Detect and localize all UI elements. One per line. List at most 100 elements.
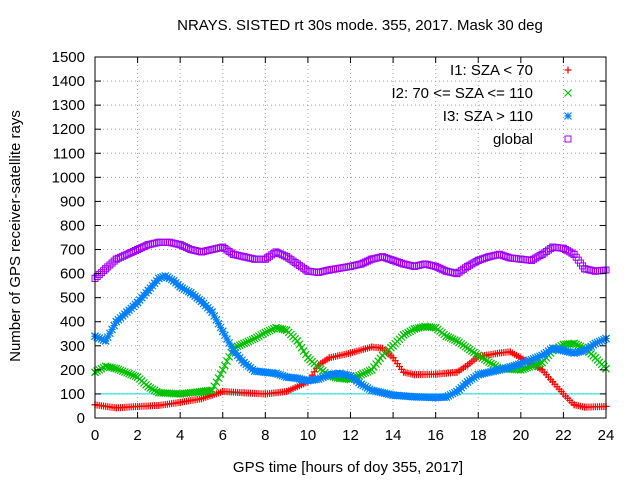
data-point bbox=[442, 393, 451, 401]
data-point-interp bbox=[365, 385, 374, 394]
data-point-interp bbox=[120, 368, 129, 376]
data-point-interp bbox=[572, 340, 581, 349]
data-point bbox=[218, 365, 227, 374]
data-point bbox=[208, 246, 216, 254]
legend-label: I1: SZA < 70 bbox=[450, 62, 533, 79]
data-point bbox=[410, 371, 418, 379]
data-point-interp bbox=[95, 334, 104, 343]
data-point bbox=[134, 246, 142, 254]
data-point-interp bbox=[448, 335, 457, 343]
data-point bbox=[112, 317, 121, 326]
x-tick-label: 22 bbox=[555, 427, 572, 444]
data-point bbox=[389, 354, 397, 362]
legend-label: global bbox=[493, 131, 533, 148]
y-axis-ticks: 0 100 200 300 400 500 600 700 800 900 1000 1100 1200… bbox=[52, 49, 606, 427]
legend-marker-symbol bbox=[564, 89, 572, 97]
data-point bbox=[314, 363, 323, 372]
data-point bbox=[527, 256, 535, 264]
data-point-interp bbox=[257, 255, 265, 263]
y-tick-label: 1400 bbox=[52, 73, 85, 90]
y-tick-label: 800 bbox=[60, 217, 85, 234]
data-point-interp bbox=[466, 261, 474, 269]
data-point bbox=[283, 253, 291, 261]
data-point bbox=[134, 402, 142, 410]
data-point-interp bbox=[519, 359, 527, 367]
legend-marker bbox=[564, 135, 572, 143]
data-point-interp bbox=[99, 336, 108, 344]
data-point bbox=[368, 255, 376, 263]
data-point bbox=[570, 339, 578, 348]
data-point-interp bbox=[406, 327, 415, 336]
legend-marker bbox=[564, 89, 572, 97]
data-point-interp bbox=[359, 381, 368, 390]
data-point bbox=[432, 262, 440, 270]
data-point bbox=[218, 327, 227, 336]
data-point bbox=[400, 368, 408, 376]
data-point bbox=[453, 337, 461, 345]
data-point-interp bbox=[114, 365, 123, 374]
data-point bbox=[133, 373, 142, 382]
data-point bbox=[169, 276, 178, 285]
data-point bbox=[272, 369, 280, 378]
data-point bbox=[161, 272, 170, 280]
data-point bbox=[101, 362, 110, 371]
data-point-interp bbox=[167, 275, 176, 284]
data-point-interp bbox=[533, 360, 542, 369]
data-point bbox=[325, 266, 333, 274]
data-point bbox=[250, 367, 259, 375]
data-point-interp bbox=[223, 357, 231, 366]
legend-label: I2: 70 <= SZA <= 110 bbox=[392, 85, 534, 102]
data-point bbox=[432, 370, 440, 378]
data-point-interp bbox=[97, 364, 106, 373]
data-point-interp bbox=[446, 334, 455, 343]
data-point-interp bbox=[127, 370, 136, 379]
data-point bbox=[261, 255, 269, 263]
data-point-interp bbox=[110, 364, 119, 373]
data-point bbox=[496, 250, 504, 258]
data-point-interp bbox=[182, 286, 191, 295]
data-point bbox=[102, 265, 110, 273]
x-tick-label: 2 bbox=[133, 427, 141, 444]
data-point-interp bbox=[323, 371, 332, 380]
data-point-interp bbox=[244, 337, 253, 346]
y-tick-label: 700 bbox=[60, 242, 85, 259]
data-point-interp bbox=[102, 265, 110, 273]
series-star bbox=[91, 272, 610, 402]
data-point-interp bbox=[527, 355, 536, 364]
data-point bbox=[197, 297, 206, 306]
data-point-interp bbox=[502, 364, 510, 372]
data-point-interp bbox=[165, 274, 174, 283]
data-point bbox=[219, 243, 227, 251]
data-point-interp bbox=[118, 367, 127, 376]
y-tick-label: 1300 bbox=[52, 97, 85, 114]
data-point bbox=[538, 250, 546, 258]
y-tick-label: 0 bbox=[77, 410, 85, 427]
data-point bbox=[378, 351, 387, 360]
x-tick-label: 12 bbox=[342, 427, 359, 444]
data-point bbox=[549, 243, 557, 251]
data-point-interp bbox=[318, 373, 327, 382]
data-point bbox=[261, 390, 269, 398]
data-point-interp bbox=[595, 337, 604, 346]
data-point bbox=[315, 268, 323, 276]
data-point-interp bbox=[103, 333, 112, 342]
data-point bbox=[208, 386, 217, 395]
data-point bbox=[389, 341, 398, 350]
data-point bbox=[272, 323, 280, 332]
data-point bbox=[123, 308, 131, 317]
data-point bbox=[347, 349, 354, 357]
series-square bbox=[91, 238, 610, 282]
x-tick-label: 10 bbox=[300, 427, 317, 444]
x-tick-label: 16 bbox=[427, 427, 444, 444]
data-point-interp bbox=[216, 370, 225, 378]
data-point-interp bbox=[259, 329, 268, 338]
data-point bbox=[453, 387, 461, 396]
data-point-interp bbox=[212, 378, 221, 387]
data-point bbox=[464, 262, 472, 270]
data-series bbox=[91, 238, 610, 412]
data-point bbox=[133, 298, 142, 307]
data-point-interp bbox=[97, 335, 106, 343]
data-point-interp bbox=[210, 382, 219, 391]
y-axis-label: Number of GPS receiver-satellite rays bbox=[7, 110, 24, 362]
data-point bbox=[464, 361, 472, 369]
